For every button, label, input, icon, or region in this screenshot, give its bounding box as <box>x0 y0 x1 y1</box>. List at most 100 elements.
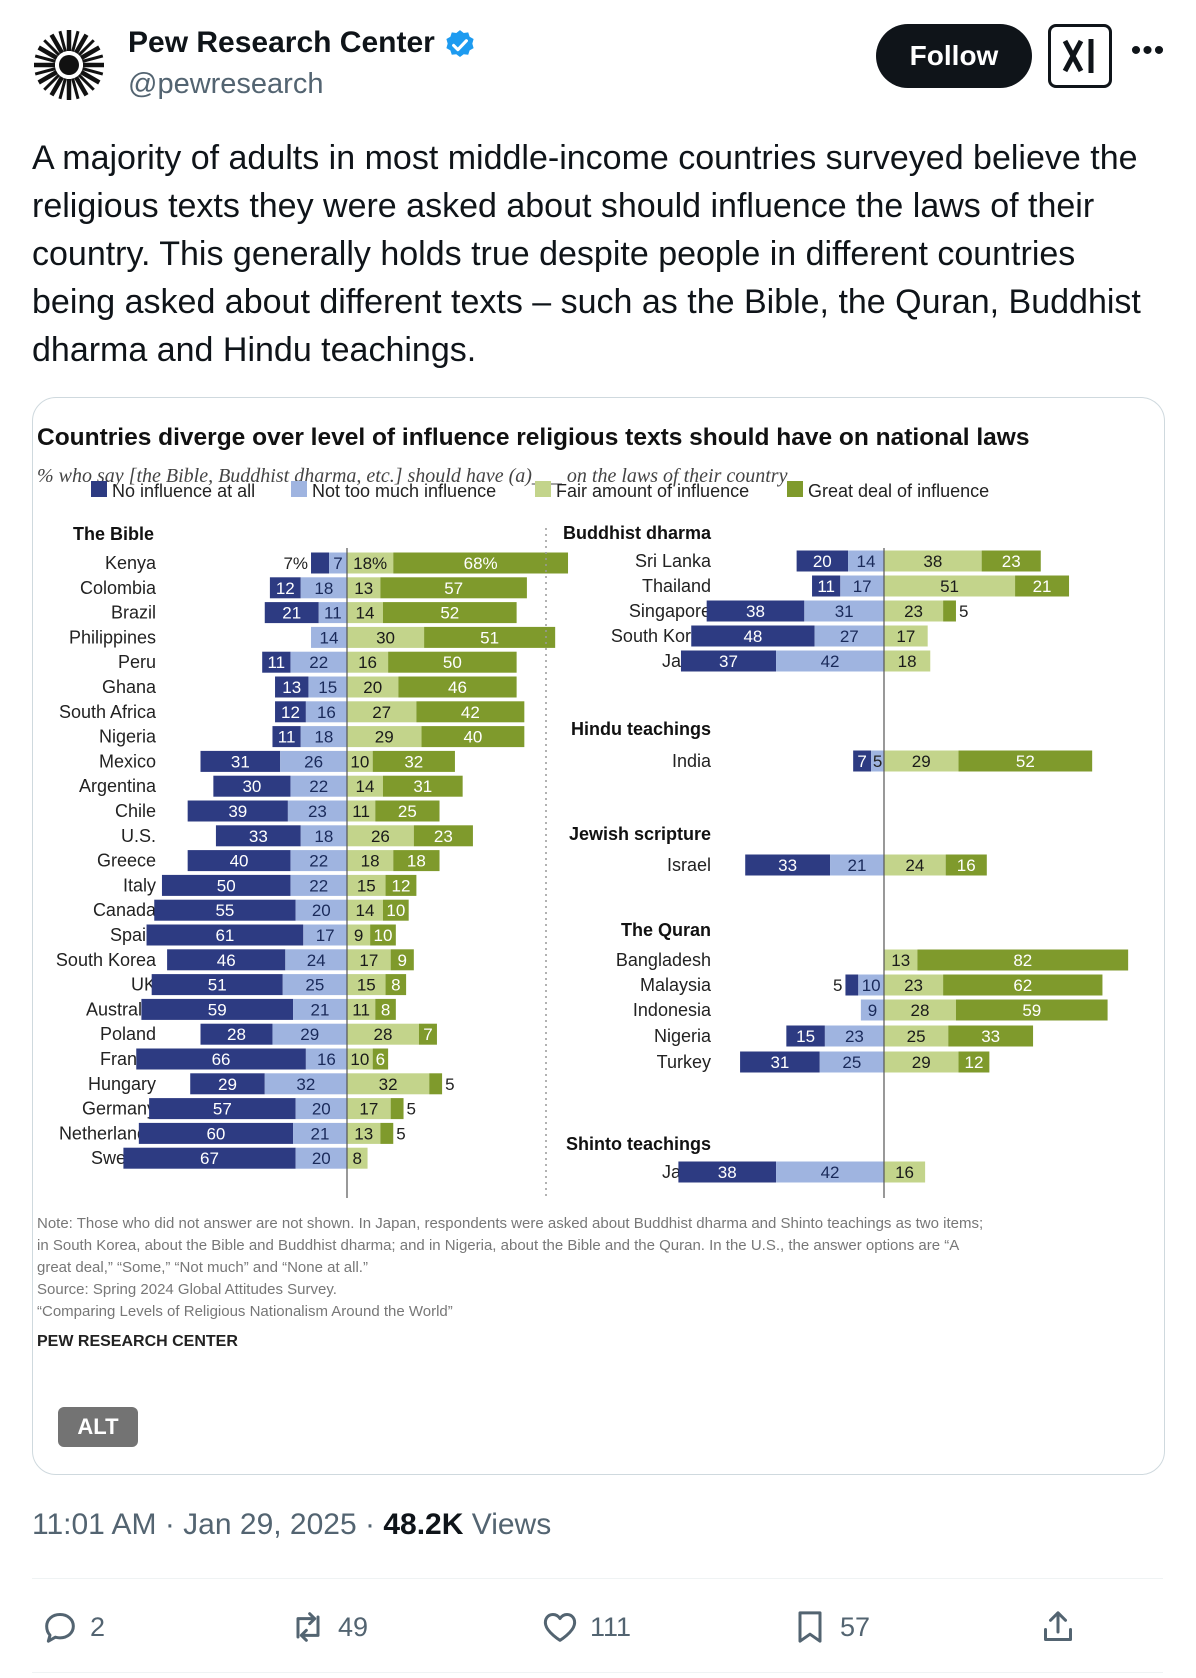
reply-button[interactable]: 2 <box>40 1604 105 1650</box>
bar-no-influence <box>786 1025 825 1047</box>
data-label: 17 <box>359 1100 378 1119</box>
row-label: Sri Lanka <box>635 551 712 571</box>
chart-legend: No influence at all Not too much influenc… <box>91 481 989 501</box>
avatar-ray <box>77 39 95 57</box>
data-label: 32 <box>296 1075 315 1094</box>
bar-fair-amount <box>347 676 399 698</box>
data-label: 5 <box>873 752 882 771</box>
author-handle[interactable]: @pewresearch <box>128 68 324 100</box>
data-label: 14 <box>356 901 375 920</box>
data-label: 6 <box>376 1050 385 1069</box>
data-label: 5 <box>959 602 968 621</box>
bar-no-influence <box>275 701 306 723</box>
bar-no-influence <box>691 625 815 647</box>
group-title: Hindu teachings <box>571 719 711 739</box>
row-label: Philippines <box>69 627 156 647</box>
alt-text-badge[interactable]: ALT <box>58 1407 138 1447</box>
bar-not-much <box>305 1048 347 1070</box>
pew-logo-avatar[interactable] <box>32 28 106 102</box>
data-label: 10 <box>350 752 369 771</box>
like-button[interactable]: 111 <box>540 1604 631 1650</box>
data-label: 51 <box>480 628 499 647</box>
data-label: 9 <box>398 951 407 970</box>
bar-fair-amount <box>347 701 417 723</box>
bar-not-much <box>830 854 884 876</box>
bar-no-influence <box>262 651 291 673</box>
more-icon[interactable]: ••• <box>1130 34 1166 67</box>
data-label: 24 <box>905 856 924 875</box>
data-label: 31 <box>770 1053 789 1072</box>
tweet-media-image[interactable]: Countries diverge over level of influenc… <box>32 397 1165 1475</box>
data-label: 59 <box>208 1000 227 1019</box>
row-label: Bangladesh <box>616 950 711 970</box>
data-label: 37 <box>719 652 738 671</box>
data-label: 67 <box>200 1149 219 1168</box>
data-label: 7% <box>283 554 308 573</box>
bar-great-deal <box>943 600 956 622</box>
data-label: 50 <box>217 876 236 895</box>
avatar-ray <box>49 33 64 55</box>
data-label: 22 <box>309 777 328 796</box>
bar-no-influence <box>141 998 294 1020</box>
data-label: 10 <box>862 976 881 995</box>
data-label: 31 <box>413 777 432 796</box>
row-label: Mexico <box>99 751 156 771</box>
chart-title: Countries diverge over level of influenc… <box>37 424 1030 451</box>
data-label: 25 <box>842 1053 861 1072</box>
follow-button[interactable]: Follow <box>876 24 1032 88</box>
bar-fair-amount <box>884 550 982 572</box>
bar-great-deal <box>917 949 1129 971</box>
bar-great-deal <box>421 726 525 748</box>
avatar-ray <box>71 78 80 100</box>
data-label: 14 <box>356 604 375 623</box>
legend-swatch-no-influence <box>91 481 107 497</box>
grok-button[interactable] <box>1048 24 1112 88</box>
bar-no-influence <box>136 1048 306 1070</box>
share-button[interactable] <box>1038 1604 1078 1650</box>
data-label: 8 <box>391 976 400 995</box>
bar-no-influence <box>853 750 872 772</box>
data-label: 20 <box>363 678 382 697</box>
data-label: 20 <box>813 552 832 571</box>
bar-great-deal <box>424 626 556 648</box>
tweet-timestamp[interactable]: 11:01 AM · Jan 29, 2025 · 48.2K Views <box>32 1508 551 1542</box>
data-label: 17 <box>896 627 915 646</box>
bar-no-influence <box>151 974 283 996</box>
data-label: 68% <box>464 554 498 573</box>
data-label: 5 <box>396 1124 405 1143</box>
bar-not-much <box>308 676 347 698</box>
bar-no-influence <box>706 600 805 622</box>
data-label: 60 <box>206 1124 225 1143</box>
data-label: 66 <box>212 1050 231 1069</box>
bar-no-influence <box>845 974 859 996</box>
legend-swatch-fair-amount <box>535 481 551 497</box>
bar-no-influence <box>311 552 330 574</box>
data-label: 23 <box>434 827 453 846</box>
timestamp-text[interactable]: 11:01 AM · Jan 29, 2025 · <box>32 1508 384 1541</box>
legend-label-great-deal: Great deal of influence <box>808 481 989 501</box>
bar-not-much <box>819 1051 884 1073</box>
data-label: 62 <box>1013 976 1032 995</box>
bar-no-influence <box>215 825 301 847</box>
data-label: 38 <box>746 602 765 621</box>
row-label: Kenya <box>105 553 157 573</box>
row-label: Argentina <box>79 776 157 796</box>
data-label: 57 <box>213 1100 232 1119</box>
bar-not-much <box>295 899 347 921</box>
repost-button[interactable]: 49 <box>288 1604 368 1650</box>
data-label: 57 <box>444 579 463 598</box>
data-label: 10 <box>350 1050 369 1069</box>
avatar-ray <box>79 45 101 60</box>
bar-not-much <box>824 1025 884 1047</box>
avatar-ray <box>71 30 80 52</box>
bar-fair-amount <box>347 1098 391 1120</box>
row-label: U.S. <box>121 826 156 846</box>
bookmark-button[interactable]: 57 <box>790 1604 870 1650</box>
data-label: 29 <box>375 728 394 747</box>
bar-not-much <box>290 651 347 673</box>
author-name[interactable]: Pew Research Center <box>128 26 435 59</box>
bar-great-deal <box>380 1122 394 1144</box>
bar-fair-amount <box>884 974 944 996</box>
data-label: 51 <box>940 577 959 596</box>
legend-label-no-influence: No influence at all <box>112 481 255 501</box>
